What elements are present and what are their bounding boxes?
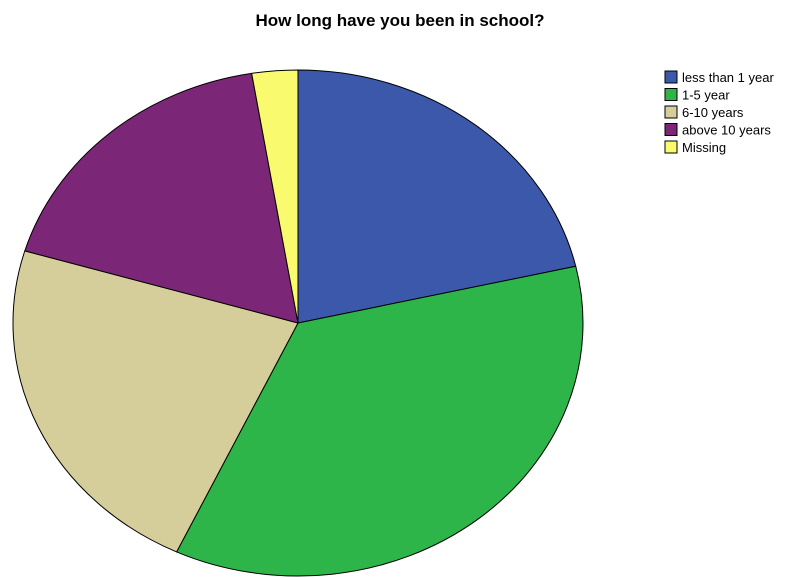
legend-swatch [664, 105, 678, 119]
legend-swatch [664, 140, 678, 154]
pie-slice-less-than-1-year [297, 69, 577, 324]
pie-slice-missing [251, 69, 299, 324]
pie-slice-6-10-years [12, 250, 299, 553]
pie-slice-above-10-years [24, 72, 299, 324]
legend-label: 1-5 year [682, 88, 730, 103]
legend-label: 6-10 years [682, 105, 744, 120]
pie-slice-1-5-year [175, 265, 584, 577]
legend-swatch [664, 123, 678, 136]
legend-label: above 10 years [682, 123, 771, 138]
chart-legend: less than 1 year 1-5 year 6-10 years above … [664, 70, 774, 155]
legend-label: less than 1 year [682, 70, 774, 85]
legend-swatch [664, 70, 678, 84]
legend-label: Missing [682, 140, 726, 155]
pie-slices [12, 69, 584, 577]
chart-title: How long have you been in school? [255, 11, 544, 30]
legend-swatch [664, 88, 678, 101]
